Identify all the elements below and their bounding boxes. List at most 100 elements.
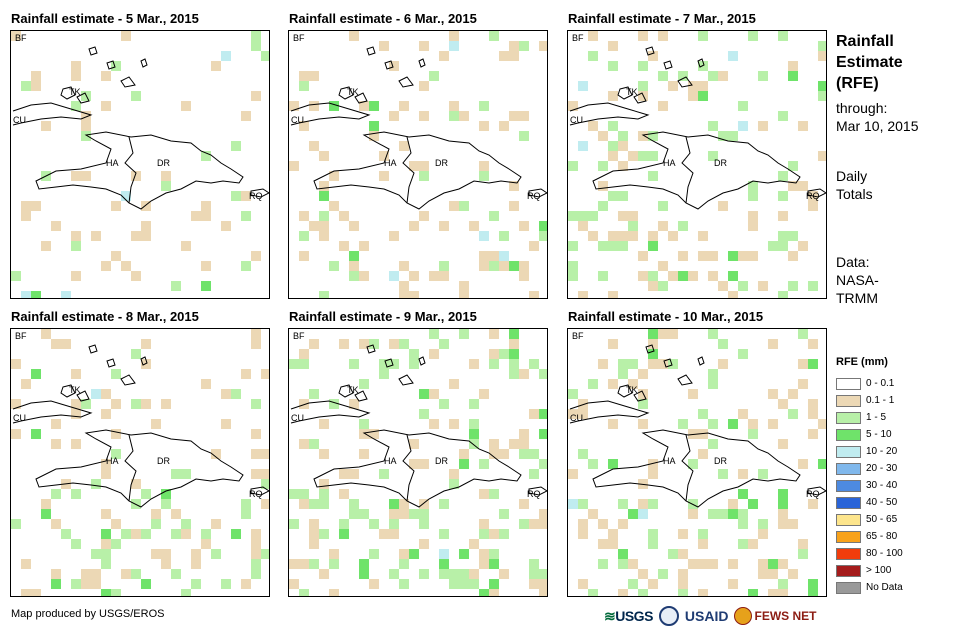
rainfall-cell [658,101,668,111]
rainfall-cell [668,271,678,281]
rainfall-cell [479,519,489,529]
rainfall-cell [349,499,359,509]
island-coastline [106,60,116,70]
rainfall-cell [359,559,369,569]
label-tk: TK [347,385,359,395]
island-coastline [140,356,148,366]
island-coastline [418,58,426,68]
rainfall-cell [698,529,708,539]
rainfall-cell [499,231,509,241]
rainfall-cell [409,291,419,298]
rainfall-cell [728,291,738,298]
rainfall-cell [399,291,409,298]
rainfall-cell [389,339,399,349]
rainfall-cell [449,419,459,429]
rainfall-cell [479,589,489,596]
rainfall-cell [519,271,529,281]
rainfall-cell [31,81,41,91]
rainfall-cell [678,71,688,81]
rainfall-cell [429,419,439,429]
label-dr: DR [157,456,170,466]
legend-swatch [836,377,861,390]
rainfall-cell [808,339,818,349]
rainfall-cell [171,469,181,479]
rainfall-cell [319,191,329,201]
rainfall-cell [648,51,658,61]
rainfall-cell [241,369,251,379]
rainfall-cell [91,569,101,579]
rainfall-cell [818,419,826,429]
rainfall-cell [708,559,718,569]
rainfall-cell [648,329,658,339]
rainfall-cell [788,161,798,171]
rainfall-cell [399,339,409,349]
rainfall-cell [618,131,628,141]
rainfall-cell [399,261,409,271]
rainfall-cell [289,161,299,171]
rainfall-cell [588,51,598,61]
rainfall-cell [818,41,826,51]
island-coastline [398,374,414,386]
rainfall-cell [778,231,788,241]
rainfall-cell [309,101,319,111]
rainfall-cell [818,81,826,91]
rainfall-cell [251,31,261,41]
rainfall-cell [658,359,668,369]
rainfall-cell [241,211,251,221]
rainfall-cell [578,449,588,459]
rainfall-cell [798,539,808,549]
rainfall-cell [419,459,429,469]
rainfall-cell [31,429,41,439]
rainfall-cell [678,529,688,539]
rainfall-cell [289,519,299,529]
rainfall-cell [211,61,221,71]
rainfall-cell [339,211,349,221]
rainfall-cell [31,291,41,298]
rainfall-cell [778,499,788,509]
label-tk: TK [626,385,638,395]
rainfall-cell [748,419,758,429]
rainfall-cell [251,339,261,349]
rainfall-cell [449,569,459,579]
rainfall-cell [101,261,111,271]
rainfall-cell [91,479,101,489]
legend-label: 30 - 40 [866,480,898,491]
rainfall-cell [201,539,211,549]
rainfall-cell [788,519,798,529]
rainfall-cell [161,559,171,569]
map-canvas: BF CU TK HA DR RQ [289,329,547,596]
rainfall-cell [608,61,618,71]
rainfall-cell [21,589,31,596]
rainfall-cell [539,409,547,419]
rainfall-cell [339,241,349,251]
rainfall-cell [379,369,389,379]
rainfall-cell [638,131,648,141]
rainfall-cell [638,369,648,379]
rainfall-cell [728,271,738,281]
rainfall-cell [439,51,449,61]
rainfall-cell [339,469,349,479]
rainfall-cell [469,359,479,369]
rainfall-cell [748,429,758,439]
panel-title-4: Rainfall estimate - 8 Mar., 2015 [11,309,199,324]
rainfall-cell [678,579,688,589]
rainfall-cell [658,329,668,339]
legend-swatch [836,394,861,407]
rainfall-cell [349,221,359,231]
rainfall-cell [578,519,588,529]
rainfall-cell [748,251,758,261]
rainfall-cell [758,71,768,81]
rainfall-cell [299,489,309,499]
rainfall-cell [419,499,429,509]
legend-item: 1 - 5 [836,411,886,424]
rainfall-cell [131,349,141,359]
rainfall-cell [21,201,31,211]
rainfall-cell [101,101,111,111]
legend-label: 0 - 0.1 [866,378,895,389]
rainfall-cell [788,61,798,71]
island-coastline [366,46,376,56]
rainfall-cell [738,509,748,519]
rainfall-cell [788,71,798,81]
legend-item: 20 - 30 [836,462,897,475]
rainfall-cell [399,579,409,589]
